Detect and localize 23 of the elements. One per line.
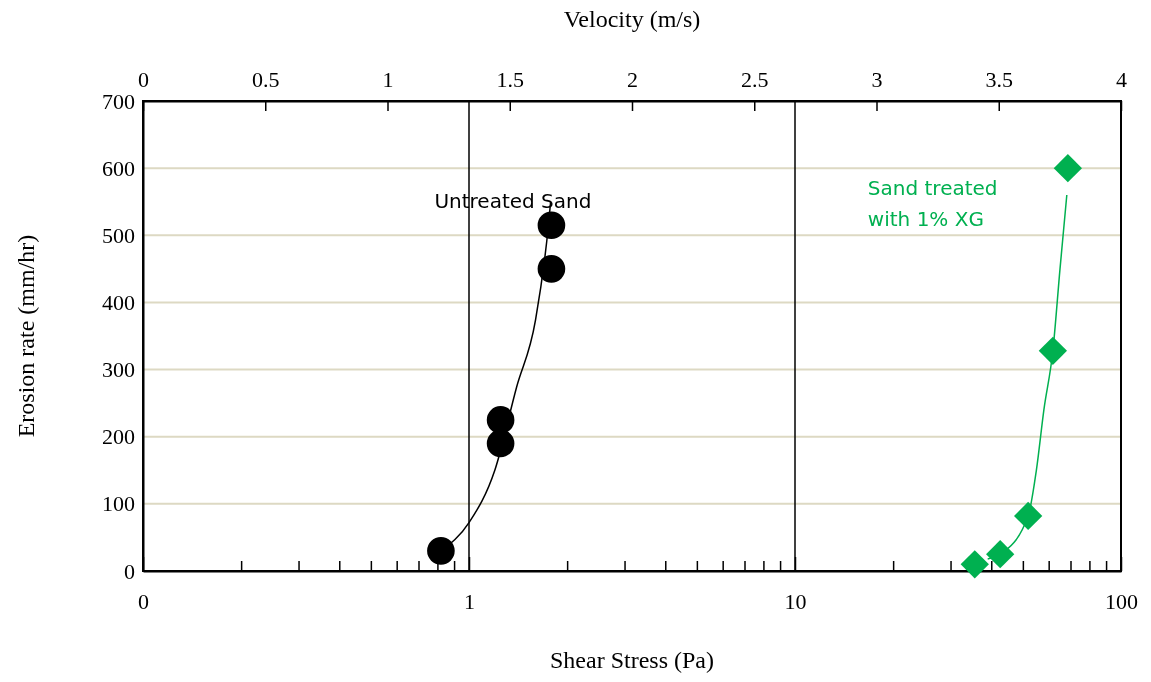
x2-tick-label: 1 (382, 67, 394, 92)
x-tick-label: 10 (784, 589, 807, 615)
y-tick-label: 400 (102, 289, 135, 315)
y-tick-label: 500 (102, 222, 135, 248)
y-axis-title: Erosion rate (mm/hr) (13, 234, 39, 438)
x2-tick-label: 2.5 (741, 67, 769, 92)
y-tick-label: 300 (102, 357, 135, 383)
x2-tick-label: 3.5 (985, 67, 1013, 92)
x-tick-label: 1 (464, 589, 475, 615)
y-tick-label: 100 (102, 491, 135, 517)
x2-tick-label: 1.5 (496, 67, 524, 92)
text: Sand treated with 1% XG (867, 176, 998, 232)
x-tick-label: 100 (1105, 589, 1138, 615)
x2-tick-label: 2 (627, 67, 638, 92)
x2-tick-label: 0.5 (252, 67, 280, 92)
y-tick-label: 0 (124, 558, 135, 584)
y-tick-label: 700 (102, 88, 135, 114)
x2-axis-title: Velocity (m/s) (563, 6, 701, 32)
x-axis-title: Shear Stress (Pa) (550, 647, 714, 673)
y-tick-label: 600 (102, 155, 135, 181)
x2-tick-label: 4 (1116, 67, 1127, 92)
y-tick-label: 200 (102, 424, 135, 450)
x2-tick-label: 3 (871, 67, 883, 92)
